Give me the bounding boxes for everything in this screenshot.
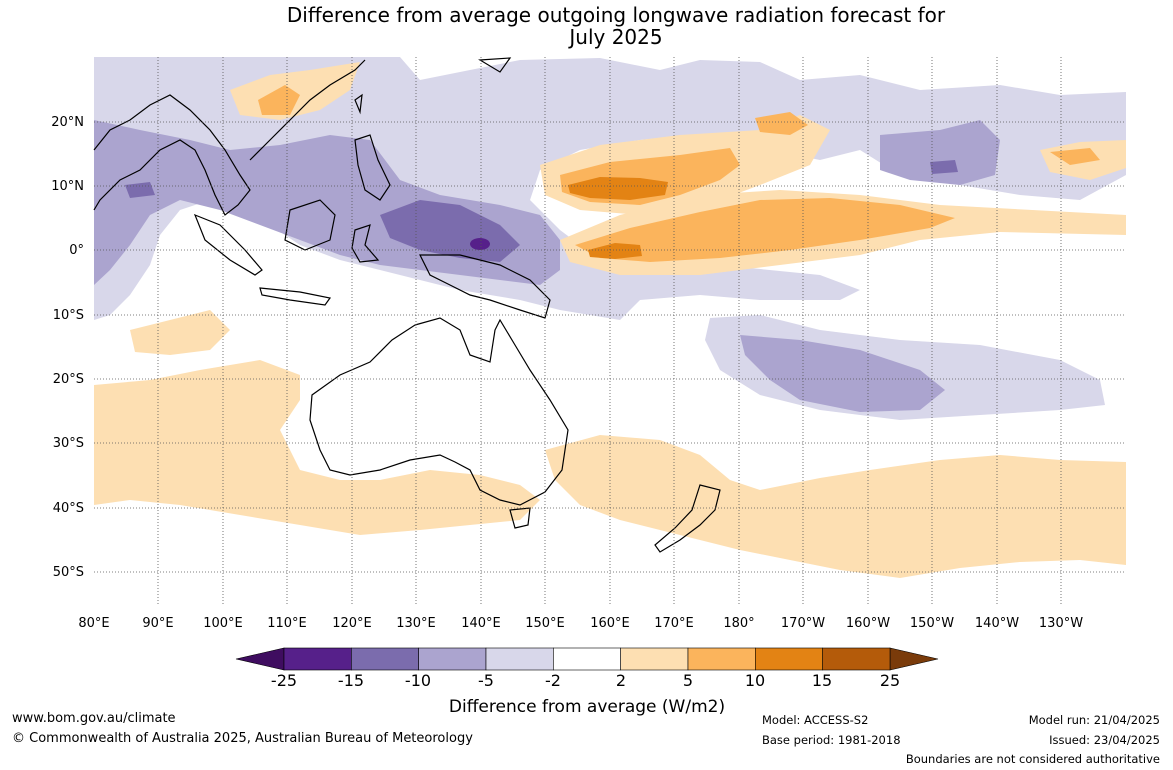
lat-label: 50°S [53,565,84,580]
sulawesi-coastline [351,224,380,263]
colorbar-tick-label: 15 [812,671,832,690]
purple-dark-region-west [125,182,155,198]
colorbar-tick-label: -25 [271,671,297,690]
footer-url: www.bom.gov.au/climate [12,711,176,726]
new-zealand-coastline [654,484,721,553]
tasmania-coastline [509,507,531,529]
sumatra-coastline [193,213,263,276]
footer-disclaimer: Boundaries are not considered authoritat… [905,752,1160,766]
asia-coastline [93,59,366,216]
purple-medium-region-east [880,120,1000,185]
title-line-1: Difference from average outgoing longwav… [286,3,946,27]
new-guinea-coastline [419,254,551,319]
lat-label: 10°N [51,179,84,194]
lon-label: 80°E [78,616,109,631]
purple-dark-region-east [930,160,958,174]
colorbar: -25 -15 -10 -5 -2 2 5 10 15 25 Differenc… [235,647,939,717]
lon-label: 170°E [654,616,694,631]
coastlines [93,57,721,553]
colorbar-cell [351,647,419,671]
australia-coastline [309,317,569,506]
lon-label: 100°E [203,616,243,631]
colorbar-cell [687,647,756,671]
lat-label: 20°N [51,115,84,130]
orange-light-region-tasman [545,435,1126,578]
lon-label: 150°W [910,616,954,631]
colorbar-cell [822,647,891,671]
colorbar-cell [553,647,621,671]
orange-medium-region-equator [575,198,955,262]
borneo-coastline [284,199,336,251]
title-line-2: July 2025 [569,25,663,49]
lon-label: 140°W [975,616,1019,631]
philippines-coastline [354,134,391,201]
colorbar-tick-label: -5 [478,671,494,690]
colorbar-tick-label: 5 [683,671,693,690]
lon-label: 110°E [267,616,307,631]
lon-label: 140°E [461,616,501,631]
lon-label: 90°E [142,616,173,631]
lon-label: 150°E [525,616,565,631]
lat-label: 30°S [53,436,84,451]
colorbar-tick-label: 10 [745,671,765,690]
lon-label: 160°W [846,616,890,631]
orange-medium-region-asia [258,85,300,115]
colorbar-cell [418,647,487,671]
colorbar-cell [755,647,823,671]
colorbar-tick-label: -15 [338,671,364,690]
footer-base-period: Base period: 1981-2018 [762,733,901,747]
colorbar-tick-label: 2 [616,671,626,690]
map-title: Difference from average outgoing longwav… [0,4,1173,48]
colorbar-cell [620,647,689,671]
colorbar-tick-label: -2 [545,671,561,690]
footer-copyright: © Commonwealth of Australia 2025, Austra… [12,731,473,746]
taiwan-coastline [354,93,363,115]
purple-medium-region-south [740,335,945,412]
java-coastline [259,287,332,306]
footer-model: Model: ACCESS-S2 [762,713,869,727]
orange-medium-region-east [1050,148,1100,165]
colorbar-low-extension [235,647,285,671]
purple-darkest-spot [470,238,490,250]
lon-label: 160°E [590,616,630,631]
colorbar-cell [485,647,554,671]
lon-label: 130°W [1039,616,1083,631]
colorbar-cell [283,647,352,671]
colorbar-tick-label: -10 [405,671,431,690]
orange-light-region-southindian [94,360,540,535]
lat-label: 40°S [53,501,84,516]
colorbar-tick-label: 25 [880,671,900,690]
orange-medium-region-central [755,112,808,135]
lat-label: 0° [69,243,84,258]
colorbar-high-extension [889,647,939,671]
map-plot-area [93,57,1126,605]
longitude-labels: 80°E 90°E 100°E 110°E 120°E 130°E 140°E … [78,616,1083,631]
footer-issued: Issued: 23/04/2025 [1049,733,1160,747]
footer-model-run: Model run: 21/04/2025 [1028,713,1160,727]
lat-label: 20°S [53,372,84,387]
orange-dark-region-equator [588,243,642,259]
colorbar-title: Difference from average (W/m2) [449,697,725,717]
orange-dark-region-north [568,177,668,200]
lon-label: 180° [723,616,754,631]
japan-coastline [478,57,512,73]
lon-label: 120°E [332,616,372,631]
lon-label: 130°E [396,616,436,631]
latitude-labels: 20°N 10°N 0° 10°S 20°S 30°S 40°S 50°S [51,115,84,580]
gridlines [94,57,1126,605]
anomaly-shading [94,57,1126,578]
lat-label: 10°S [53,308,84,323]
orange-light-region-west [130,310,230,355]
lon-label: 170°W [781,616,825,631]
